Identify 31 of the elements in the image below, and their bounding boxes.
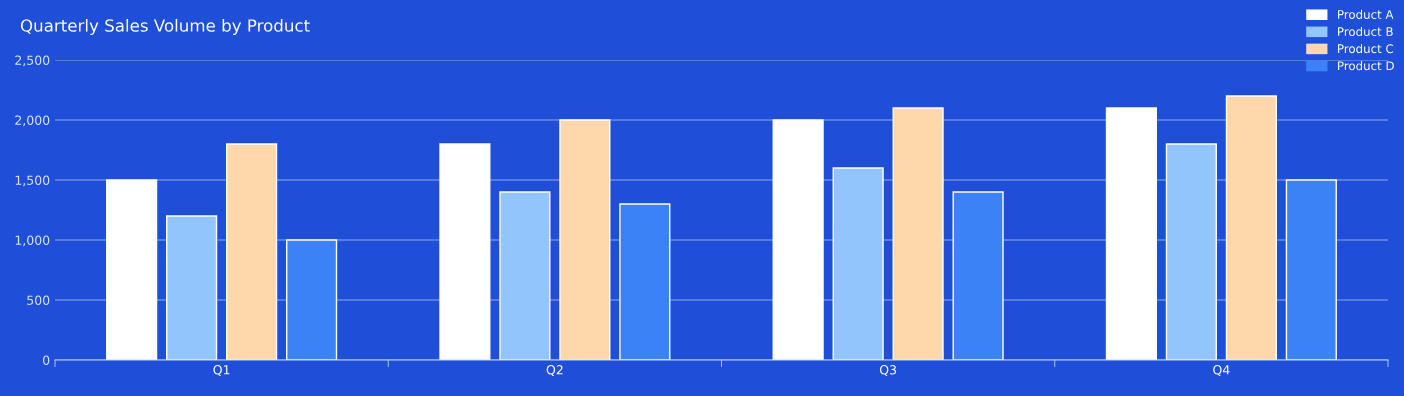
bar xyxy=(1105,107,1157,360)
bar xyxy=(1225,95,1277,360)
bar xyxy=(1285,179,1337,360)
bar xyxy=(772,119,824,360)
bar xyxy=(952,191,1004,360)
bar xyxy=(559,119,611,360)
bar xyxy=(892,107,944,360)
bar xyxy=(226,143,278,360)
bar xyxy=(439,143,491,360)
x-tick-label: Q2 xyxy=(546,365,563,376)
legend-label: Product C xyxy=(1338,43,1394,54)
bar xyxy=(1165,143,1217,360)
y-tick-label: 2,000 xyxy=(15,115,50,127)
bar xyxy=(619,203,671,360)
bar xyxy=(499,191,551,360)
bar xyxy=(166,215,218,360)
chart-title: Quarterly Sales Volume by Product xyxy=(20,18,310,36)
y-tick-label: 500 xyxy=(27,295,50,305)
legend-label: Product B xyxy=(1338,26,1393,37)
legend-label: Product D xyxy=(1338,61,1394,71)
bar xyxy=(832,167,884,360)
bar xyxy=(106,179,158,360)
x-tick-label: Q1 xyxy=(213,365,230,376)
bar xyxy=(286,239,338,360)
y-tick-label: 1,500 xyxy=(15,175,50,187)
legend-label: Product A xyxy=(1338,9,1394,19)
y-tick-label: 2,500 xyxy=(15,55,50,67)
x-tick-label: Q3 xyxy=(879,365,897,376)
x-tick-label: Q4 xyxy=(1213,365,1230,376)
y-tick-label: 1,000 xyxy=(15,235,50,247)
y-tick-label: 0 xyxy=(43,355,50,365)
